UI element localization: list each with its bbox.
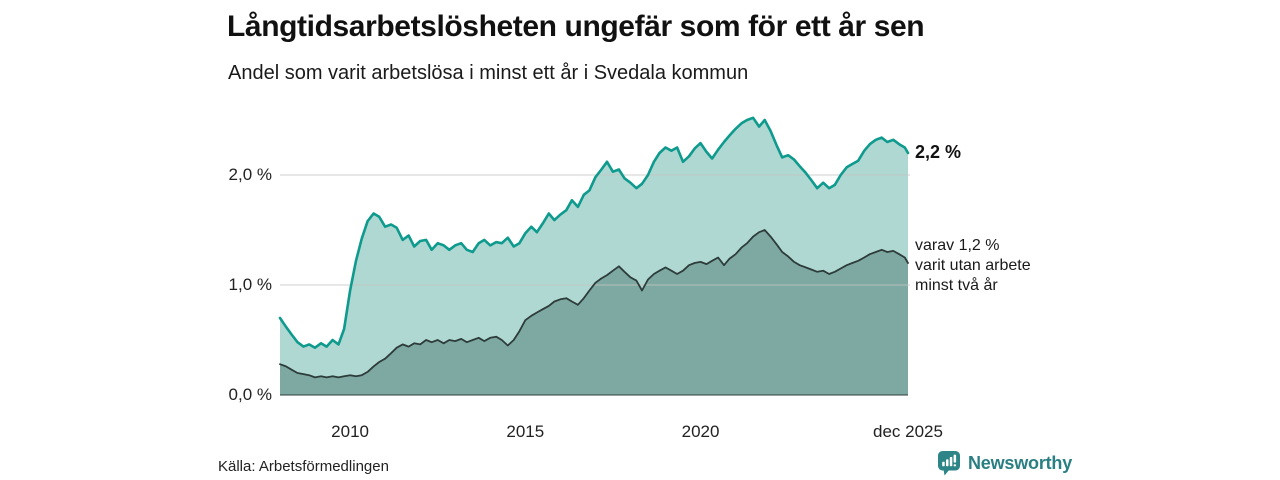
y-tick-label: 0,0 %	[228, 385, 272, 404]
y-tick-label: 2,0 %	[228, 165, 272, 184]
x-tick-label: dec 2025	[873, 422, 943, 441]
page-title: Långtidsarbetslösheten ungefär som för e…	[227, 10, 925, 43]
end-label-total: 2,2 %	[915, 142, 962, 162]
series-line-0	[278, 116, 910, 349]
brand-name: Newsworthy	[968, 452, 1073, 473]
y-tick-label: 1,0 %	[228, 275, 272, 294]
newsworthy-logo-icon	[938, 451, 960, 476]
source-note: Källa: Arbetsförmedlingen	[218, 458, 389, 475]
x-tick-label: 2020	[681, 422, 720, 441]
x-tick-label: 2015	[506, 422, 545, 441]
x-tick-label: 2010	[331, 422, 369, 441]
series-area-1	[280, 230, 908, 395]
end-label-two-years: varav 1,2 % varit utan arbete minst två …	[915, 237, 1031, 294]
brand-logo: Newsworthy	[937, 450, 1072, 476]
chart-subtitle: Andel som varit arbetslösa i minst ett å…	[228, 62, 749, 84]
series-line-1	[279, 229, 909, 379]
